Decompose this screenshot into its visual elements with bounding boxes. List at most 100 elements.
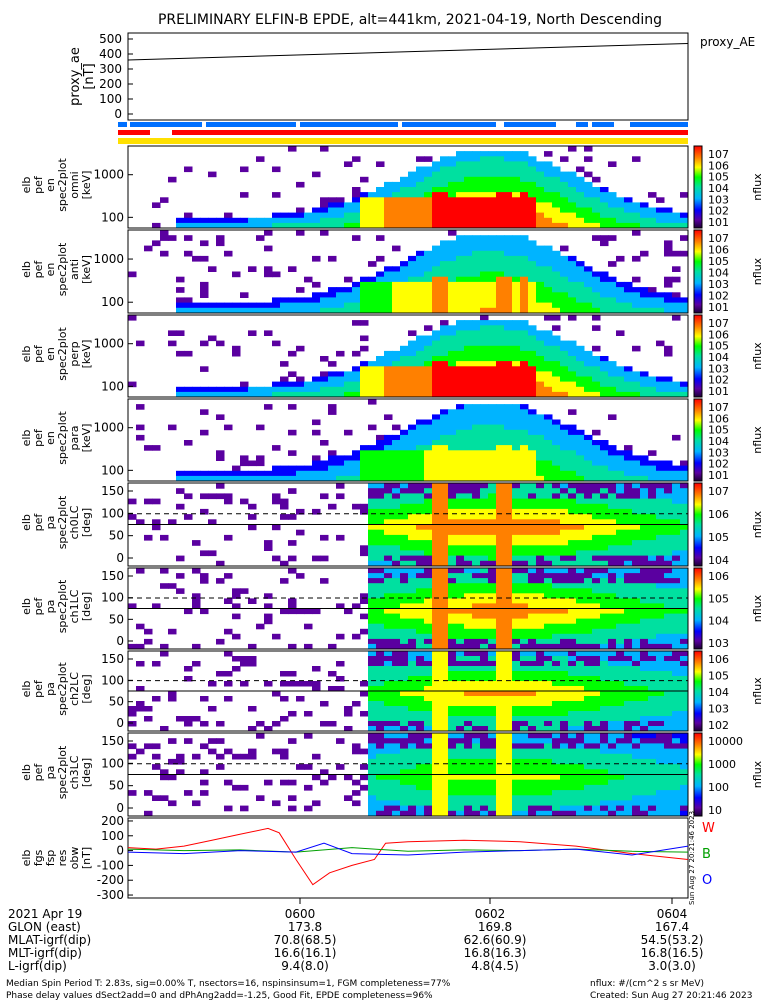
spectrogram-cell [648, 583, 657, 589]
spectrogram-cell [552, 711, 561, 717]
spectrogram-cell [592, 545, 601, 551]
spectrogram-cell [512, 197, 521, 203]
spectrogram-cell [640, 716, 649, 722]
spectrogram-cell [440, 613, 449, 620]
spectrogram-cell [416, 475, 425, 482]
spectrogram-cell [472, 691, 481, 697]
spectrogram-cell [552, 671, 561, 677]
spectrogram-cell [520, 701, 529, 707]
spectrogram-cell [192, 217, 201, 224]
spectrogram-cell [664, 593, 673, 599]
spectrogram-cell [496, 197, 505, 203]
spectrogram-cell [504, 583, 513, 589]
spectrogram-cell [480, 366, 489, 372]
spectrogram-cell [504, 716, 513, 722]
spectrogram-cell [608, 550, 617, 557]
spectrogram-cell [320, 391, 329, 398]
spectrogram-cell [384, 217, 393, 224]
spectrogram-cell [536, 738, 545, 744]
spectrogram-cell [360, 361, 369, 367]
spectrogram-cell [312, 212, 321, 219]
spectrogram-cell [176, 386, 185, 393]
spectrogram-cell [568, 350, 577, 357]
spectrogram-cell [592, 711, 601, 717]
spectrogram-cell [352, 287, 361, 293]
spectrogram-cell [504, 235, 513, 241]
spectrogram-cell [504, 171, 513, 178]
spectrogram-cell [520, 465, 529, 472]
spectrogram-cell [576, 529, 585, 536]
spectrogram-cell [536, 716, 545, 722]
spectrogram-cell [584, 613, 593, 620]
spectrogram-cell [416, 588, 425, 594]
spectrogram-cell [664, 583, 673, 589]
spectrogram-cell [680, 386, 689, 393]
spectrogram-cell [456, 524, 465, 531]
spectrogram-cell [432, 429, 441, 436]
spectrogram-cell [512, 656, 521, 662]
spectrogram-cell [512, 460, 521, 467]
spectrogram-cell [424, 550, 433, 557]
spectrogram-cell [576, 181, 585, 188]
spectrogram-cell [432, 245, 441, 252]
spectrogram-cell [392, 350, 401, 357]
spectrogram-cell [672, 217, 681, 224]
spectrogram-cell [504, 245, 513, 252]
spectrogram-cell [376, 743, 385, 750]
spectrogram-cell [552, 588, 561, 594]
spectrogram-cell [336, 738, 345, 744]
spectrogram-cell [448, 716, 457, 722]
spectrogram-cell [608, 161, 617, 167]
spectrogram-cell [504, 434, 513, 441]
spectrogram-cell [496, 651, 505, 657]
spectrogram-cell [680, 578, 689, 584]
spectrogram-cell [368, 261, 377, 267]
spectrogram-cell [376, 529, 385, 536]
spectrogram-cell [600, 613, 609, 620]
spectrogram-cell [592, 386, 601, 393]
spectrogram-cell [664, 302, 673, 309]
spectrogram-cell [656, 524, 665, 531]
spectrogram-cell [576, 656, 585, 662]
spectrogram-cell [368, 769, 377, 775]
spectrogram-cell [640, 573, 649, 579]
spectrogram-cell [632, 540, 641, 546]
spectrogram-cell [240, 192, 249, 198]
spectrogram-cell [552, 419, 561, 426]
spectrogram-cell [408, 613, 417, 620]
spectrogram-cell [512, 429, 521, 436]
spectrogram-cell [608, 613, 617, 620]
spectrogram-cell [256, 460, 265, 467]
spectrogram-cell [624, 371, 633, 377]
spectrogram-cell [560, 345, 569, 352]
spectrogram-cell [528, 287, 537, 293]
spectrogram-cell [248, 217, 257, 224]
spectrogram-cell [472, 696, 481, 702]
spectrogram-cell [432, 503, 441, 510]
spectrogram-cell [656, 508, 665, 515]
spectrogram-cell [440, 440, 449, 446]
spectrogram-cell [424, 810, 433, 817]
spectrogram-cell [448, 276, 457, 283]
spectrogram-cell [488, 470, 497, 477]
spectrogram-cell [400, 192, 409, 198]
spectrogram-cell [512, 386, 521, 393]
spectrogram-cell [472, 181, 481, 188]
spectrogram-cell [368, 738, 377, 744]
spectrogram-cell [144, 706, 153, 712]
spectrogram-cell [232, 217, 241, 224]
spectrogram-cell [496, 181, 505, 188]
spectrogram-cell [456, 508, 465, 515]
spectrogram-cell [536, 726, 545, 732]
spectrogram-cell [392, 287, 401, 293]
spectrogram-cell [456, 440, 465, 446]
spectrogram-cell [656, 470, 665, 477]
spectrogram-cell [680, 540, 689, 546]
spectrogram-cell [544, 795, 553, 801]
spectrogram-cell [400, 805, 409, 812]
spectrogram-cell [560, 656, 569, 662]
spectrogram-cell [400, 681, 409, 687]
spectrogram-cell [664, 721, 673, 727]
spectrogram-cell [424, 266, 433, 272]
spectrogram-cell [392, 555, 401, 562]
